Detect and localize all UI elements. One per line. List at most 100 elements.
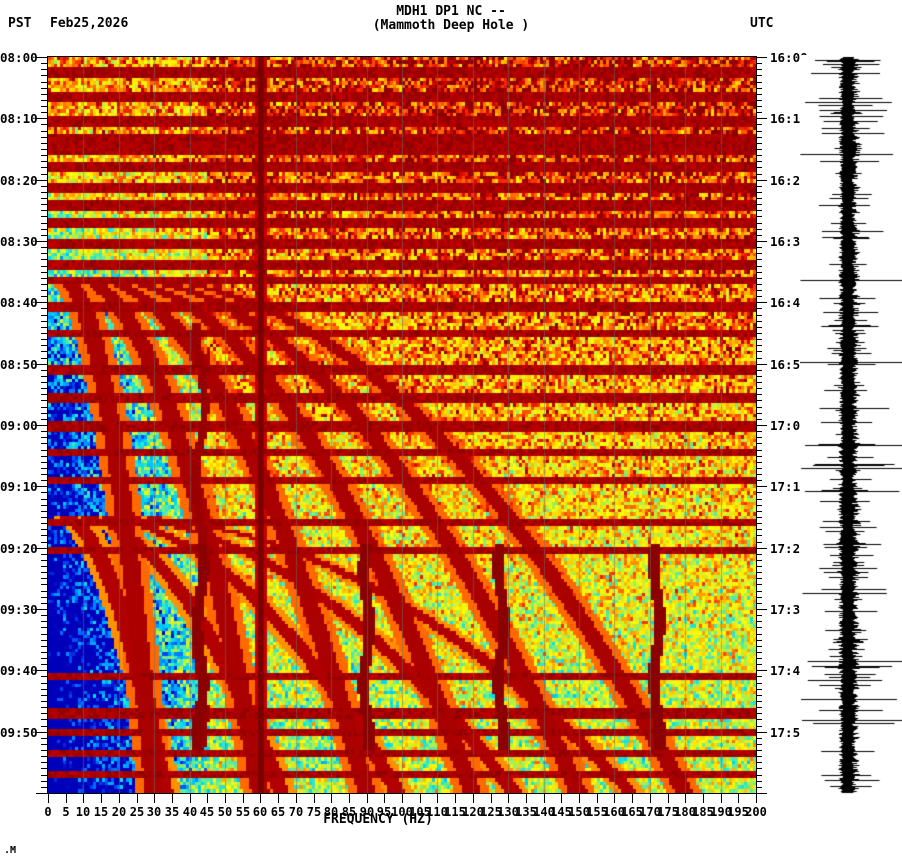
y-tick-left: [41, 296, 47, 297]
y-tick-right: [756, 106, 762, 107]
y-tick-left: [41, 683, 47, 684]
y-tick-right: [756, 100, 762, 101]
x-tick: [437, 794, 438, 803]
y-axis-right-label: 16:00: [770, 50, 808, 65]
y-tick-left: [41, 719, 47, 720]
y-tick-left: [41, 554, 47, 555]
y-tick-right: [756, 235, 762, 236]
y-tick-right: [756, 63, 762, 64]
y-tick-left: [41, 505, 47, 506]
y-tick-right: [756, 321, 762, 322]
y-tick-left: [41, 468, 47, 469]
y-tick-left: [41, 75, 47, 76]
y-tick-left: [41, 676, 47, 677]
y-tick-right: [756, 370, 762, 371]
y-axis-right-label: 17:10: [770, 479, 808, 494]
y-tick-left: [41, 597, 47, 598]
x-tick: [137, 794, 138, 803]
y-tick-right: [756, 216, 762, 217]
x-tick: [738, 794, 739, 803]
y-tick-right: [756, 186, 762, 187]
y-tick-right: [756, 118, 767, 119]
y-tick-left: [41, 290, 47, 291]
y-tick-left: [41, 400, 47, 401]
y-tick-left: [41, 82, 47, 83]
y-tick-right: [756, 726, 762, 727]
y-tick-right: [756, 431, 762, 432]
y-axis-left-label: 08:30: [0, 234, 38, 249]
x-axis-label: 25: [129, 805, 145, 819]
x-axis-label: 15: [93, 805, 109, 819]
y-tick-right: [756, 609, 767, 610]
y-tick-right: [756, 284, 762, 285]
y-tick-right: [756, 762, 762, 763]
x-axis-label: 195: [727, 805, 749, 819]
y-tick-left: [41, 266, 47, 267]
y-tick-left: [41, 413, 47, 414]
x-tick: [331, 794, 332, 803]
y-tick-right: [756, 658, 762, 659]
y-tick-right: [756, 756, 762, 757]
x-tick: [66, 794, 67, 803]
y-tick-right: [756, 781, 762, 782]
y-tick-left: [41, 186, 47, 187]
y-tick-left: [41, 167, 47, 168]
y-tick-right: [756, 308, 762, 309]
y-tick-left: [41, 339, 47, 340]
y-tick-left: [41, 216, 47, 217]
y-tick-left: [41, 88, 47, 89]
x-tick: [597, 794, 598, 803]
y-tick-right: [756, 548, 767, 549]
y-tick-right: [756, 707, 762, 708]
y-tick-right: [756, 542, 762, 543]
y-tick-left: [41, 351, 47, 352]
y-tick-right: [756, 241, 767, 242]
x-axis-label: 180: [674, 805, 696, 819]
y-axis-left-label: 09:00: [0, 418, 38, 433]
y-tick-right: [756, 456, 762, 457]
y-tick-left: [41, 149, 47, 150]
x-axis-label: 60: [252, 805, 268, 819]
x-tick: [614, 794, 615, 803]
y-tick-right: [756, 554, 762, 555]
y-tick-left: [41, 634, 47, 635]
y-tick-left: [41, 431, 47, 432]
y-tick-left: [36, 609, 47, 610]
y-tick-left: [41, 535, 47, 536]
y-tick-right: [756, 462, 762, 463]
y-tick-left: [41, 112, 47, 113]
y-tick-left: [41, 327, 47, 328]
x-tick: [579, 794, 580, 803]
y-tick-right: [756, 364, 767, 365]
y-tick-left: [41, 456, 47, 457]
y-tick-left: [41, 499, 47, 500]
y-tick-left: [41, 437, 47, 438]
y-tick-left: [41, 174, 47, 175]
x-tick: [491, 794, 492, 803]
y-tick-left: [36, 732, 47, 733]
y-axis-left-label: 09:20: [0, 541, 38, 556]
y-tick-right: [756, 560, 762, 561]
x-axis-label: 5: [62, 805, 70, 819]
x-tick: [207, 794, 208, 803]
timezone-label-left: PST: [8, 16, 32, 31]
y-tick-right: [756, 529, 762, 530]
y-tick-left: [41, 192, 47, 193]
y-tick-right: [756, 523, 762, 524]
y-tick-right: [756, 272, 762, 273]
y-tick-left: [41, 511, 47, 512]
x-axis-label: 190: [710, 805, 732, 819]
y-tick-right: [756, 358, 762, 359]
y-tick-right: [756, 210, 762, 211]
spectrogram-plot[interactable]: [48, 57, 756, 793]
y-tick-right: [756, 167, 762, 168]
y-tick-right: [756, 161, 762, 162]
y-tick-right: [756, 701, 762, 702]
x-tick: [668, 794, 669, 803]
x-axis-label: 50: [217, 805, 233, 819]
x-tick: [154, 794, 155, 803]
y-tick-right: [756, 615, 762, 616]
y-tick-left: [41, 462, 47, 463]
y-tick-right: [756, 695, 762, 696]
y-tick-right: [756, 94, 762, 95]
